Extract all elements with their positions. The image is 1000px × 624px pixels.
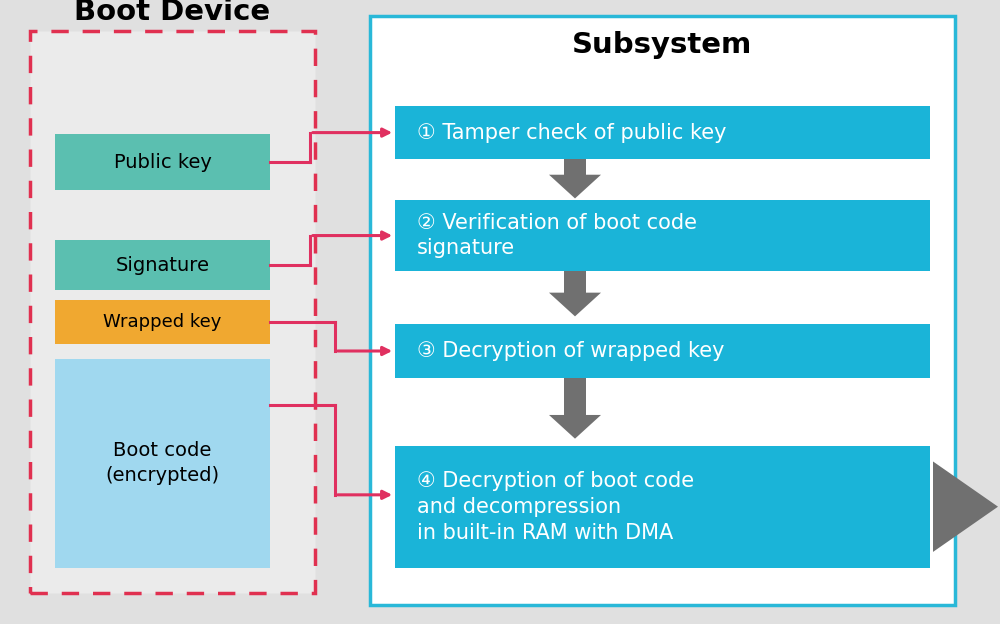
- Bar: [55, 300, 270, 344]
- Bar: [564, 159, 586, 175]
- Bar: [30, 31, 315, 593]
- Text: ④ Decryption of boot code
and decompression
in built-in RAM with DMA: ④ Decryption of boot code and decompress…: [417, 471, 694, 543]
- Text: Boot Device: Boot Device: [74, 0, 271, 26]
- Polygon shape: [549, 293, 601, 316]
- Text: Boot code
(encrypted): Boot code (encrypted): [105, 441, 220, 485]
- Bar: [395, 106, 930, 159]
- Bar: [933, 487, 938, 527]
- Text: Subsystem: Subsystem: [572, 31, 753, 59]
- Text: Wrapped key: Wrapped key: [103, 313, 222, 331]
- Bar: [395, 200, 930, 271]
- Text: Signature: Signature: [116, 256, 210, 275]
- Bar: [395, 324, 930, 378]
- Text: Public key: Public key: [114, 153, 211, 172]
- Bar: [55, 134, 270, 190]
- Bar: [395, 446, 930, 568]
- Text: ③ Decryption of wrapped key: ③ Decryption of wrapped key: [417, 341, 724, 361]
- Text: ② Verification of boot code
signature: ② Verification of boot code signature: [417, 213, 697, 258]
- Bar: [564, 271, 586, 293]
- Bar: [564, 378, 586, 415]
- Bar: [370, 16, 955, 605]
- Polygon shape: [933, 462, 998, 552]
- Text: ① Tamper check of public key: ① Tamper check of public key: [417, 122, 726, 143]
- Bar: [55, 240, 270, 290]
- Polygon shape: [549, 415, 601, 439]
- Bar: [55, 359, 270, 568]
- Polygon shape: [549, 175, 601, 198]
